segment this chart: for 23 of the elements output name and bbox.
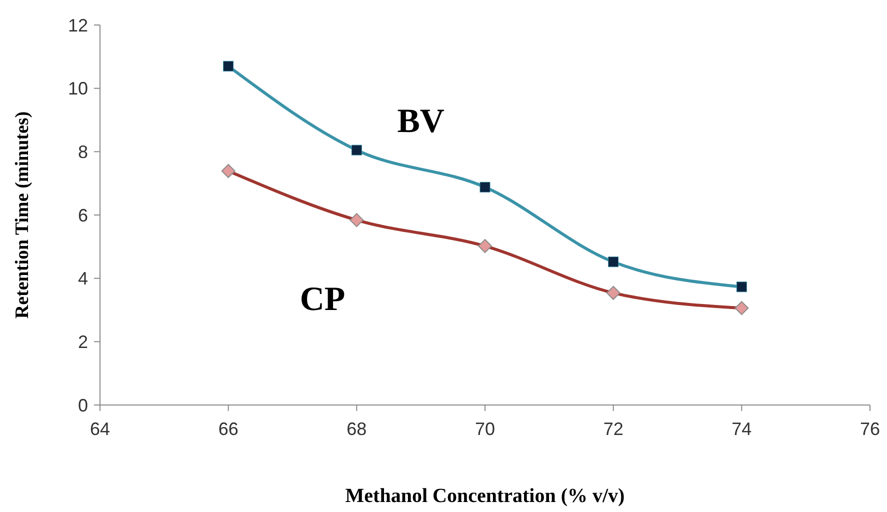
y-tick-label: 2	[78, 332, 88, 352]
x-tick-label: 70	[474, 419, 496, 439]
series-label: CP	[300, 281, 346, 318]
x-tick-label: 66	[218, 419, 238, 439]
series-label: BV	[397, 103, 445, 140]
point	[608, 256, 619, 268]
point	[223, 60, 234, 72]
x-tick-label: 72	[603, 419, 624, 439]
x-tick-label: 74	[732, 419, 752, 439]
x-tick-label: 76	[860, 419, 880, 439]
x-tick-label: 68	[346, 419, 367, 439]
y-tick-label: 6	[78, 205, 88, 226]
y-tick-label: 0	[78, 395, 88, 416]
y-axis-title: Retention Time (minutes)	[12, 111, 33, 319]
point	[351, 144, 362, 156]
x-tick-label: 64	[90, 419, 110, 439]
y-tick-label: 8	[78, 142, 88, 162]
y-tick-label: 4	[78, 268, 88, 289]
y-tick-label: 12	[68, 15, 88, 36]
x-axis-title: Methanol Concentration (% v/v)	[345, 485, 625, 507]
point	[480, 182, 490, 192]
point	[736, 282, 747, 292]
y-tick-label: 10	[68, 78, 88, 99]
